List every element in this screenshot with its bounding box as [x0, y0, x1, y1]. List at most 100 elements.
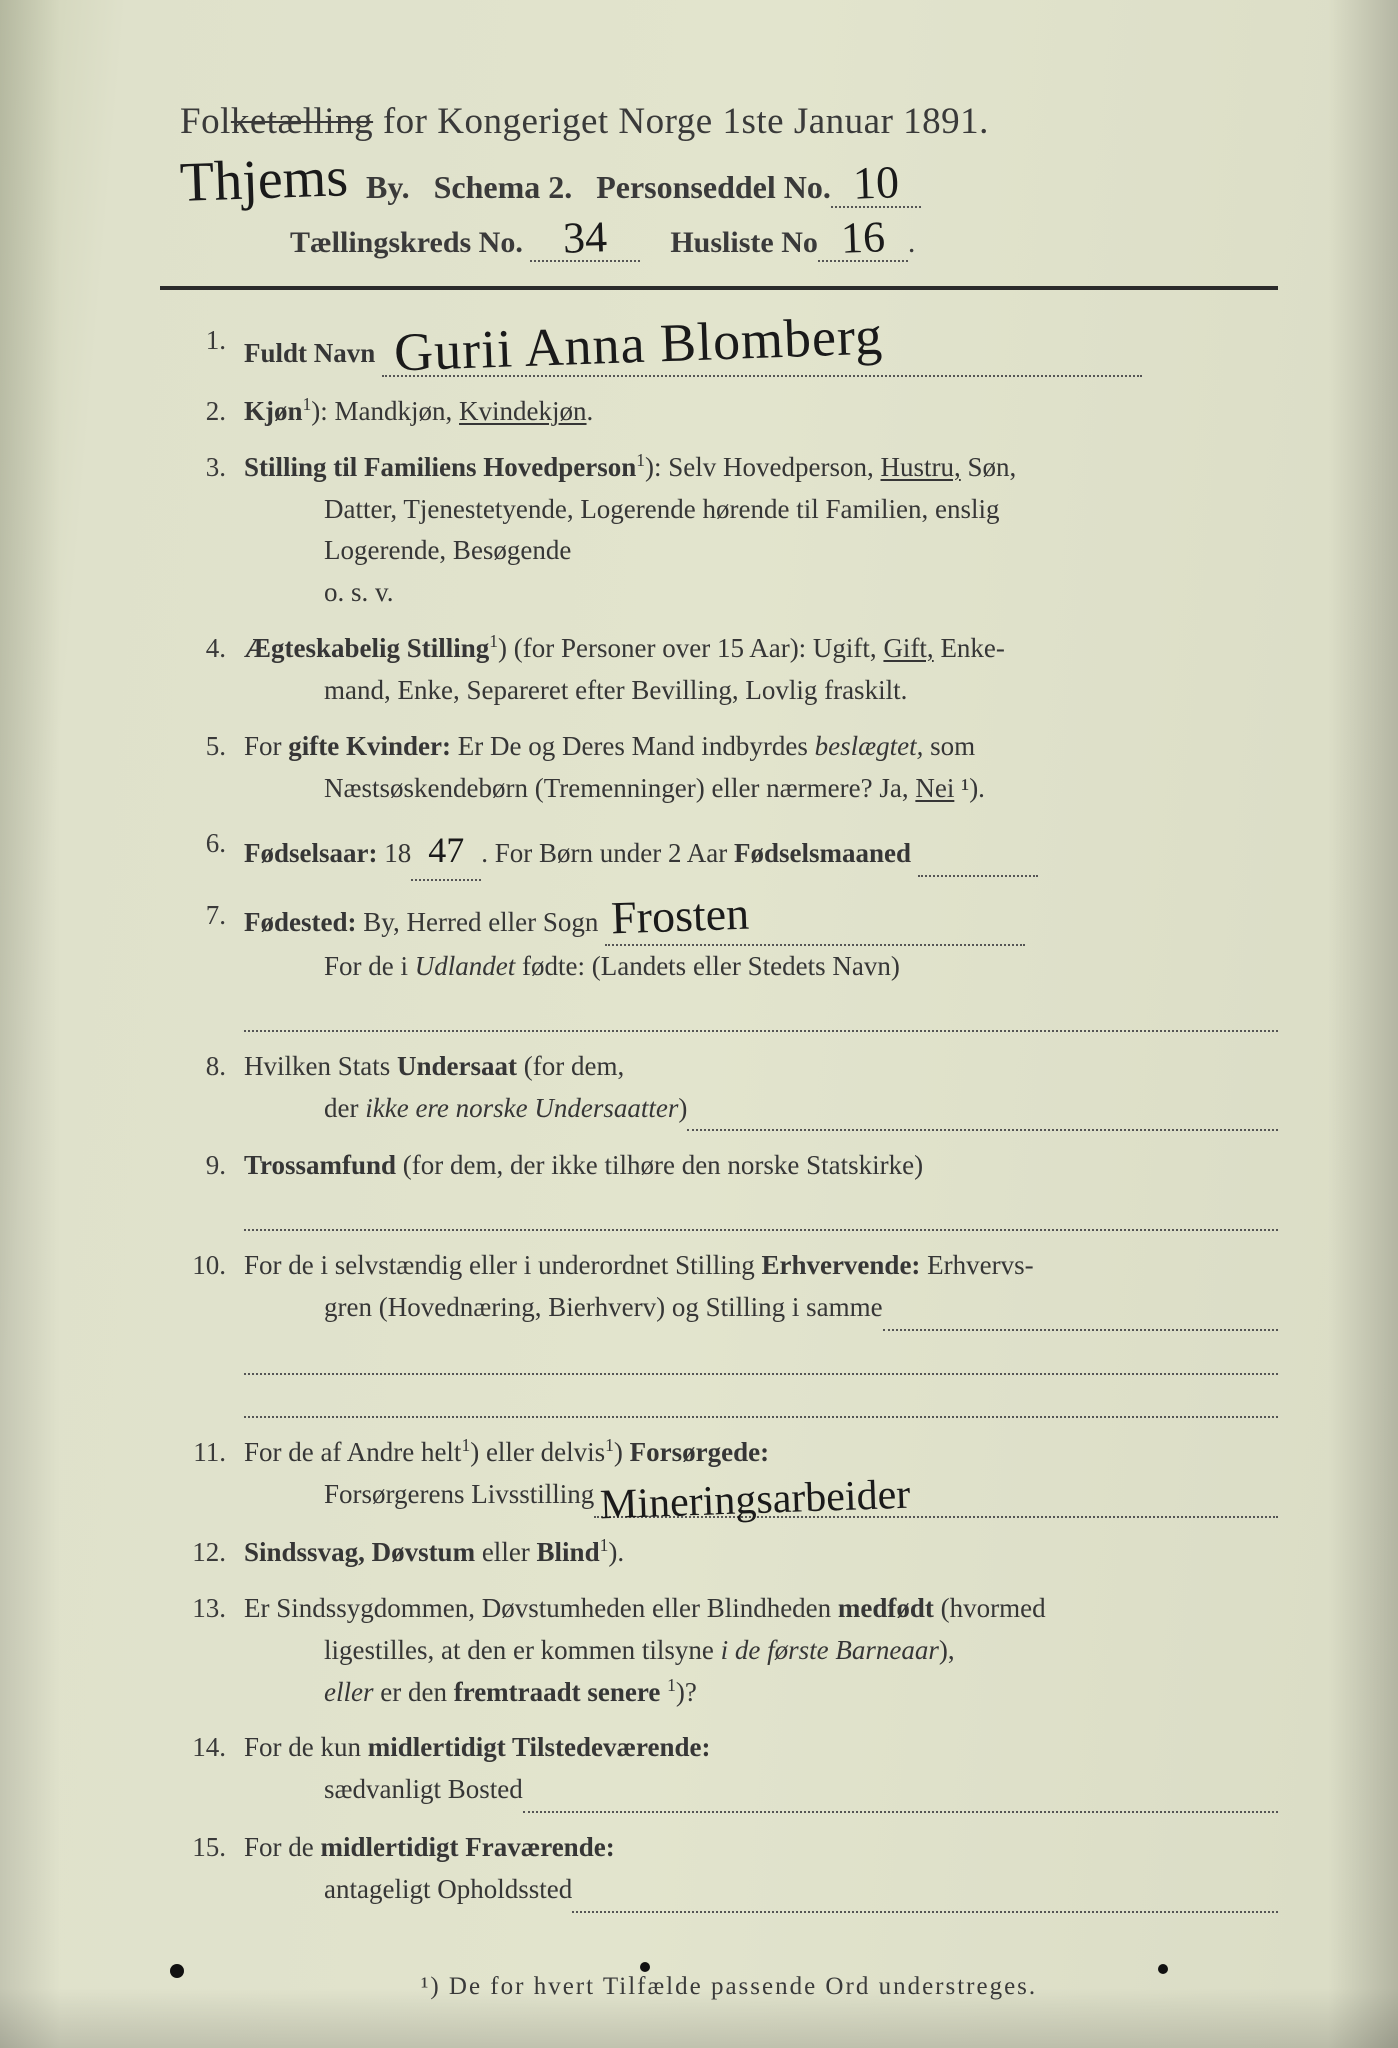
row-5: 5. For gifte Kvinder: Er De og Deres Man… [180, 726, 1278, 810]
row-body: Ægteskabelig Stilling1) (for Personer ov… [244, 628, 1278, 712]
label: Sindssvag, Døvstum [244, 1537, 475, 1567]
ink-spot-icon [640, 1962, 650, 1972]
label: Trossamfund [244, 1150, 396, 1180]
label: Fødselsaar: [244, 838, 377, 868]
label-2: Blind [537, 1537, 600, 1567]
label: medfødt [838, 1593, 934, 1623]
dotted-blank-line [523, 1769, 1278, 1813]
title-struck: ketælling [231, 101, 373, 142]
by-label: By. [366, 169, 410, 205]
dotted-blank-line [244, 994, 1278, 1032]
row-num: 7. [180, 895, 244, 1031]
row-num: 8. [180, 1046, 244, 1132]
row-num: 1. [180, 320, 244, 377]
label: Undersaat [397, 1051, 517, 1081]
row-body: Sindssvag, Døvstum eller Blind1). [244, 1532, 1278, 1574]
label: Fødested: [244, 907, 356, 937]
dotted-blank-line [244, 1193, 1278, 1231]
row-body: For de af Andre helt1) eller delvis1) Fo… [244, 1432, 1278, 1518]
dotted-blank-line [687, 1088, 1278, 1132]
row-num: 13. [180, 1588, 244, 1714]
row-num: 2. [180, 391, 244, 433]
page-shadow [1328, 0, 1398, 2048]
label: Ægteskabelig Stilling [244, 633, 489, 663]
label: Erhvervende: [761, 1250, 920, 1280]
title-line: Folketælling for Kongeriget Norge 1ste J… [180, 100, 1278, 143]
row-7: 7. Fødested: By, Herred eller Sogn Frost… [180, 895, 1278, 1031]
row-num: 15. [180, 1827, 244, 1913]
title-rest: for Kongeriget Norge 1ste Januar 1891. [373, 101, 989, 142]
husliste-label: Husliste No [670, 226, 818, 259]
header-line-2: Thjems By. Schema 2. Personseddel No. 10 [180, 155, 1278, 208]
label: Stilling til Familiens Hovedperson [244, 452, 636, 482]
row-15: 15. For de midlertidigt Fraværende: anta… [180, 1827, 1278, 1913]
row-num: 14. [180, 1727, 244, 1813]
row-2: 2. Kjøn1): Mandkjøn, Kvindekjøn. [180, 391, 1278, 433]
title-prefix: Fol [180, 101, 231, 142]
hand-fullname: Gurii Anna Blomberg [393, 311, 883, 377]
hand-person-no: 10 [852, 161, 899, 204]
ink-spot-icon [170, 1964, 184, 1978]
dotted-blank-line [572, 1869, 1278, 1913]
row-10: 10. For de i selvstændig eller i underor… [180, 1245, 1278, 1418]
person-label: Personseddel No. [596, 169, 831, 205]
row-1: 1. Fuldt Navn Gurii Anna Blomberg [180, 320, 1278, 377]
label: Kjøn [244, 396, 303, 426]
row-6: 6. Fødselsaar: 1847. For Børn under 2 Aa… [180, 823, 1278, 881]
header-line-3: Tællingskreds No. 34 Husliste No16. [180, 218, 1278, 262]
row-body: Kjøn1): Mandkjøn, Kvindekjøn. [244, 391, 1278, 433]
row-body: For de i selvstændig eller i underordnet… [244, 1245, 1278, 1418]
row-num: 6. [180, 823, 244, 881]
schema-label: Schema 2. [434, 169, 573, 205]
underlined-choice: Nei [915, 773, 954, 803]
row-num: 4. [180, 628, 244, 712]
label: Forsørgede: [630, 1437, 769, 1467]
hand-husliste-no: 16 [840, 217, 885, 258]
hand-kreds-no: 34 [563, 217, 608, 258]
row-body: For de midlertidigt Fraværende: antageli… [244, 1827, 1278, 1913]
label: midlertidigt Tilstedeværende: [368, 1732, 711, 1762]
hand-birthplace: Frosten [610, 893, 749, 939]
row-8: 8. Hvilken Stats Undersaat (for dem, der… [180, 1046, 1278, 1132]
hand-birthyear: 47 [428, 830, 464, 870]
dotted-blank-line: Mineringsarbeider [594, 1474, 1278, 1518]
underlined-choice: Kvindekjøn [459, 396, 587, 426]
row-body: Stilling til Familiens Hovedperson1): Se… [244, 447, 1278, 614]
row-num: 10. [180, 1245, 244, 1418]
page-shadow [0, 0, 60, 2048]
row-body: Fødested: By, Herred eller Sogn Frosten … [244, 895, 1278, 1031]
row-4: 4. Ægteskabelig Stilling1) (for Personer… [180, 628, 1278, 712]
underlined-choice: Hustru, [881, 452, 961, 482]
row-num: 3. [180, 447, 244, 614]
hand-provider-occupation: Mineringsarbeider [600, 1477, 911, 1526]
row-12: 12. Sindssvag, Døvstum eller Blind1). [180, 1532, 1278, 1574]
census-form-page: Folketælling for Kongeriget Norge 1ste J… [0, 0, 1398, 2048]
page-shadow [0, 1988, 1398, 2048]
row-3: 3. Stilling til Familiens Hovedperson1):… [180, 447, 1278, 614]
row-14: 14. For de kun midlertidigt Tilstedevære… [180, 1727, 1278, 1813]
underlined-choice: Gift, [883, 633, 933, 663]
row-num: 11. [180, 1432, 244, 1518]
kreds-label: Tællingskreds No. [290, 226, 523, 259]
label: gifte Kvinder: [288, 731, 451, 761]
row-body: Er Sindssygdommen, Døvstumheden eller Bl… [244, 1588, 1278, 1714]
row-body: Hvilken Stats Undersaat (for dem, der ik… [244, 1046, 1278, 1132]
ink-spot-icon [1158, 1964, 1168, 1974]
row-13: 13. Er Sindssygdommen, Døvstumheden elle… [180, 1588, 1278, 1714]
row-body: Fødselsaar: 1847. For Børn under 2 Aar F… [244, 823, 1278, 881]
label: midlertidigt Fraværende: [321, 1832, 615, 1862]
row-9: 9. Trossamfund (for dem, der ikke tilhør… [180, 1145, 1278, 1231]
row-body: For gifte Kvinder: Er De og Deres Mand i… [244, 726, 1278, 810]
row-11: 11. For de af Andre helt1) eller delvis1… [180, 1432, 1278, 1518]
row-num: 12. [180, 1532, 244, 1574]
row-num: 9. [180, 1145, 244, 1231]
dotted-blank-line [244, 1337, 1278, 1375]
dotted-blank-line [244, 1381, 1278, 1419]
dotted-blank-line [883, 1287, 1278, 1331]
hand-city: Thjems [179, 152, 349, 208]
divider-rule [160, 286, 1278, 290]
row-body: For de kun midlertidigt Tilstedeværende:… [244, 1727, 1278, 1813]
row-num: 5. [180, 726, 244, 810]
label-2: Fødselsmaaned [734, 838, 911, 868]
row-body: Fuldt Navn Gurii Anna Blomberg [244, 320, 1278, 377]
